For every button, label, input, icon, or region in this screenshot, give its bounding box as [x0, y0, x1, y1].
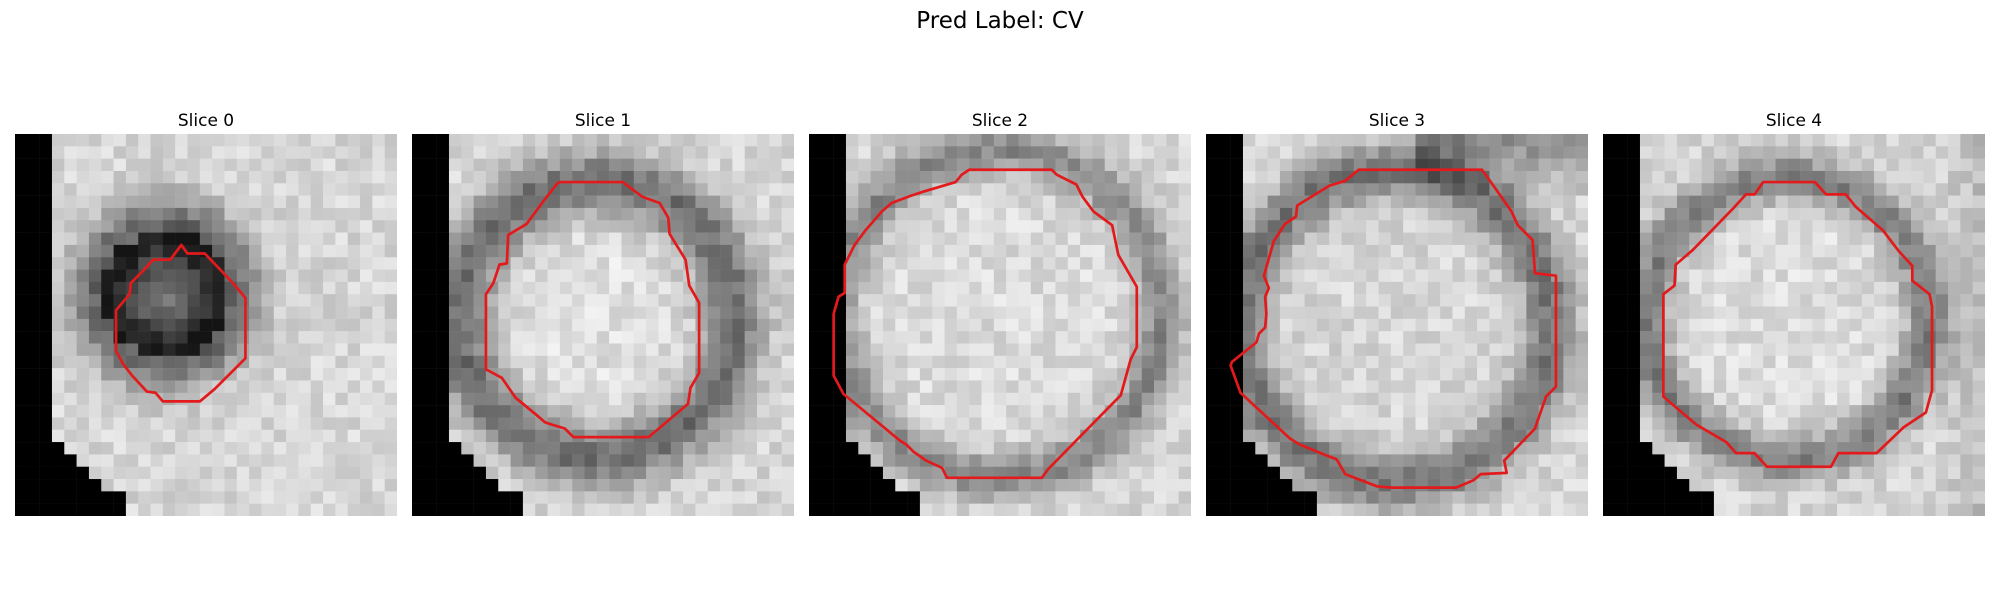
slice-image — [1206, 134, 1588, 516]
segmentation-contour — [114, 243, 247, 403]
slice-pixels — [1603, 134, 1985, 516]
slice-title: Slice 1 — [574, 111, 632, 131]
slice-panel-4: Slice 4 — [1603, 110, 1985, 516]
slice-image — [15, 134, 397, 516]
slice-title: Slice 2 — [971, 111, 1029, 131]
figure-title: Pred Label: CV — [916, 8, 1084, 34]
slice-panel-2: Slice 2 — [809, 110, 1191, 516]
segmentation-contour — [1662, 180, 1934, 469]
slice-pixels — [412, 134, 794, 516]
slice-title: Slice 4 — [1765, 111, 1823, 131]
slice-title: Slice 3 — [1368, 111, 1426, 131]
segmentation-contour — [484, 180, 701, 439]
slice-image — [1603, 134, 1985, 516]
segmentation-contour — [1229, 168, 1558, 490]
slice-panel-0: Slice 0 — [15, 110, 397, 516]
segmentation-contour — [832, 168, 1139, 480]
slice-panel-3: Slice 3 — [1206, 110, 1588, 516]
slice-pixels — [809, 134, 1191, 516]
slice-panel-1: Slice 1 — [412, 110, 794, 516]
slice-pixels — [1206, 134, 1588, 516]
slice-image — [809, 134, 1191, 516]
slice-image — [412, 134, 794, 516]
slice-pixels — [15, 134, 397, 516]
slice-title: Slice 0 — [177, 111, 235, 131]
